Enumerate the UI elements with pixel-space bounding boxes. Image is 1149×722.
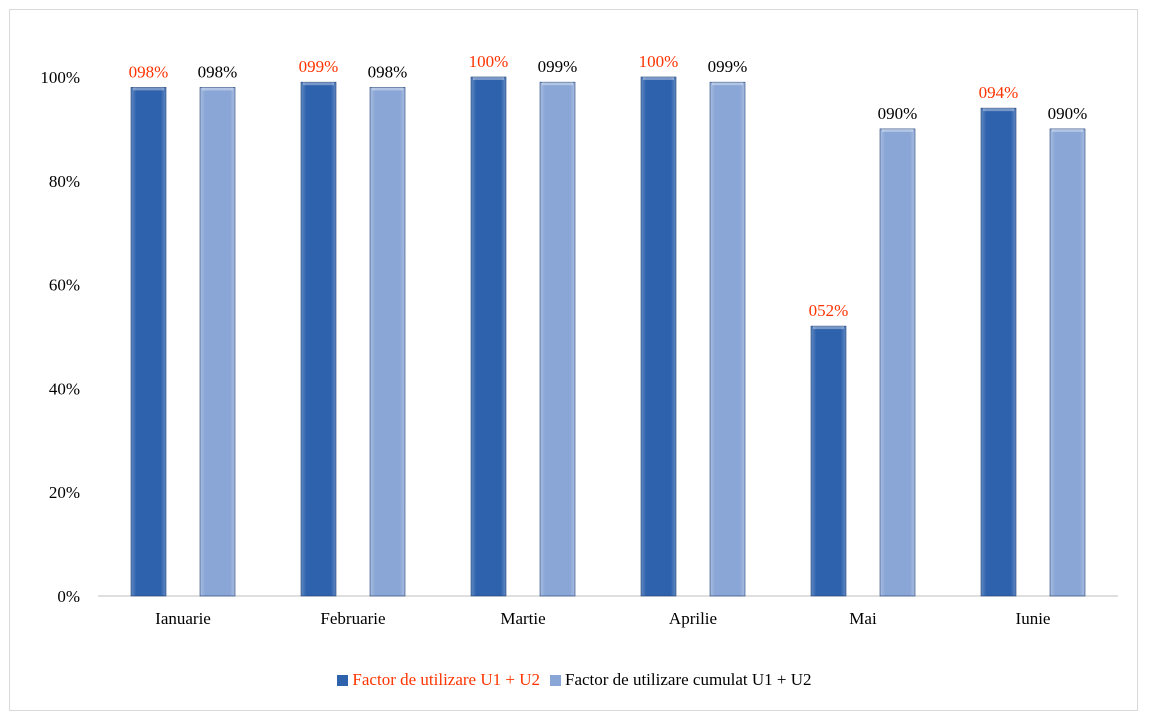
x-tick-label: Mai — [849, 609, 877, 628]
bar-highlight — [882, 128, 913, 132]
y-tick-label: 80% — [49, 172, 80, 191]
bar-series-1 — [300, 81, 337, 597]
data-label-series-1: 099% — [299, 57, 339, 76]
legend-item-series-1: Factor de utilizare U1 + U2 — [337, 670, 540, 690]
legend: Factor de utilizare U1 + U2 Factor de ut… — [0, 668, 1149, 692]
bar-highlight — [813, 326, 844, 330]
bar-series-1 — [130, 87, 167, 597]
bar-highlight — [133, 87, 164, 91]
bar-highlight — [983, 108, 1014, 112]
bar-series-2 — [1049, 128, 1086, 597]
bar-series-1 — [980, 107, 1017, 597]
data-label-series-1: 100% — [469, 52, 509, 71]
bar-highlight — [542, 82, 573, 86]
bars: 098% 098% 099% 098% 100% 099% 100% 099% 052% 090%… — [129, 52, 1088, 597]
legend-label-series-2: Factor de utilizare cumulat U1 + U2 — [564, 670, 812, 689]
bar-highlight — [1052, 128, 1083, 132]
bar-series-2 — [539, 81, 576, 597]
data-label-series-1: 100% — [639, 52, 679, 71]
legend-swatch-series-2 — [549, 674, 561, 686]
x-tick-label: Martie — [500, 609, 545, 628]
y-tick-label: 20% — [49, 483, 80, 502]
bar-series-2 — [369, 87, 406, 597]
x-tick-label: Ianuarie — [155, 609, 211, 628]
y-tick-label: 60% — [49, 276, 80, 295]
legend-label-series-1: Factor de utilizare U1 + U2 — [352, 670, 540, 689]
data-label-series-2: 099% — [538, 57, 578, 76]
bar-series-2 — [879, 128, 916, 597]
data-label-series-2: 098% — [368, 62, 408, 81]
bar-highlight — [303, 82, 334, 86]
data-label-series-2: 098% — [198, 62, 238, 81]
bar-highlight — [473, 77, 504, 80]
bar-chart: 0%20%40%60%80%100% 098% 098% 099% 098%100% 0… — [40, 52, 1118, 628]
x-tick-label: Iunie — [1016, 609, 1051, 628]
data-label-series-1: 052% — [809, 301, 849, 320]
x-tick-label: Aprilie — [669, 609, 717, 628]
bar-highlight — [643, 77, 674, 80]
y-tick-label: 100% — [40, 68, 80, 87]
y-tick-label: 40% — [49, 379, 80, 398]
bar-highlight — [202, 87, 233, 91]
bar-series-2 — [709, 81, 746, 597]
bar-series-1 — [640, 76, 677, 597]
data-label-series-2: 090% — [878, 104, 918, 123]
data-label-series-2: 099% — [708, 57, 748, 76]
bar-series-2 — [199, 87, 236, 597]
y-axis: 0% 20% 40% 60% 80% 100% — [40, 68, 80, 606]
bar-series-1 — [810, 325, 847, 597]
x-tick-label: Februarie — [320, 609, 385, 628]
bar-series-1 — [470, 76, 507, 597]
x-axis: Ianuarie Februarie Martie Aprilie Mai Iunie — [155, 609, 1050, 628]
data-label-series-1: 098% — [129, 62, 169, 81]
data-label-series-2: 090% — [1048, 104, 1088, 123]
legend-swatch-series-1 — [337, 674, 349, 686]
y-tick-label: 0% — [57, 587, 80, 606]
data-label-series-1: 094% — [979, 83, 1019, 102]
legend-item-series-2: Factor de utilizare cumulat U1 + U2 — [549, 670, 812, 690]
bar-highlight — [372, 87, 403, 91]
bar-highlight — [712, 82, 743, 86]
